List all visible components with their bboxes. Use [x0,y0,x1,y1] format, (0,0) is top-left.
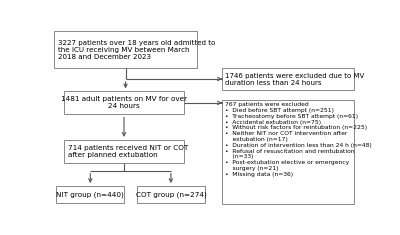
FancyBboxPatch shape [222,68,354,90]
Text: 1746 patients were excluded due to MV
duration less than 24 hours: 1746 patients were excluded due to MV du… [225,73,364,86]
FancyBboxPatch shape [64,140,184,163]
Text: 1481 adult patients on MV for over
24 hours: 1481 adult patients on MV for over 24 ho… [61,96,187,109]
Text: 3227 patients over 18 years old admitted to
the ICU receiving MV between March
2: 3227 patients over 18 years old admitted… [58,40,215,60]
FancyBboxPatch shape [137,186,205,203]
Text: 714 patients received NIT or COT
after planned extubation: 714 patients received NIT or COT after p… [68,145,188,158]
FancyBboxPatch shape [56,186,124,203]
FancyBboxPatch shape [222,100,354,204]
FancyBboxPatch shape [54,31,197,68]
Text: NIT group (n=440): NIT group (n=440) [56,191,124,198]
FancyBboxPatch shape [64,91,184,114]
Text: COT group (n=274): COT group (n=274) [136,191,206,198]
Text: 767 patients were excluded
•  Died before SBT attempt (n=251)
•  Tracheostomy be: 767 patients were excluded • Died before… [225,102,372,177]
